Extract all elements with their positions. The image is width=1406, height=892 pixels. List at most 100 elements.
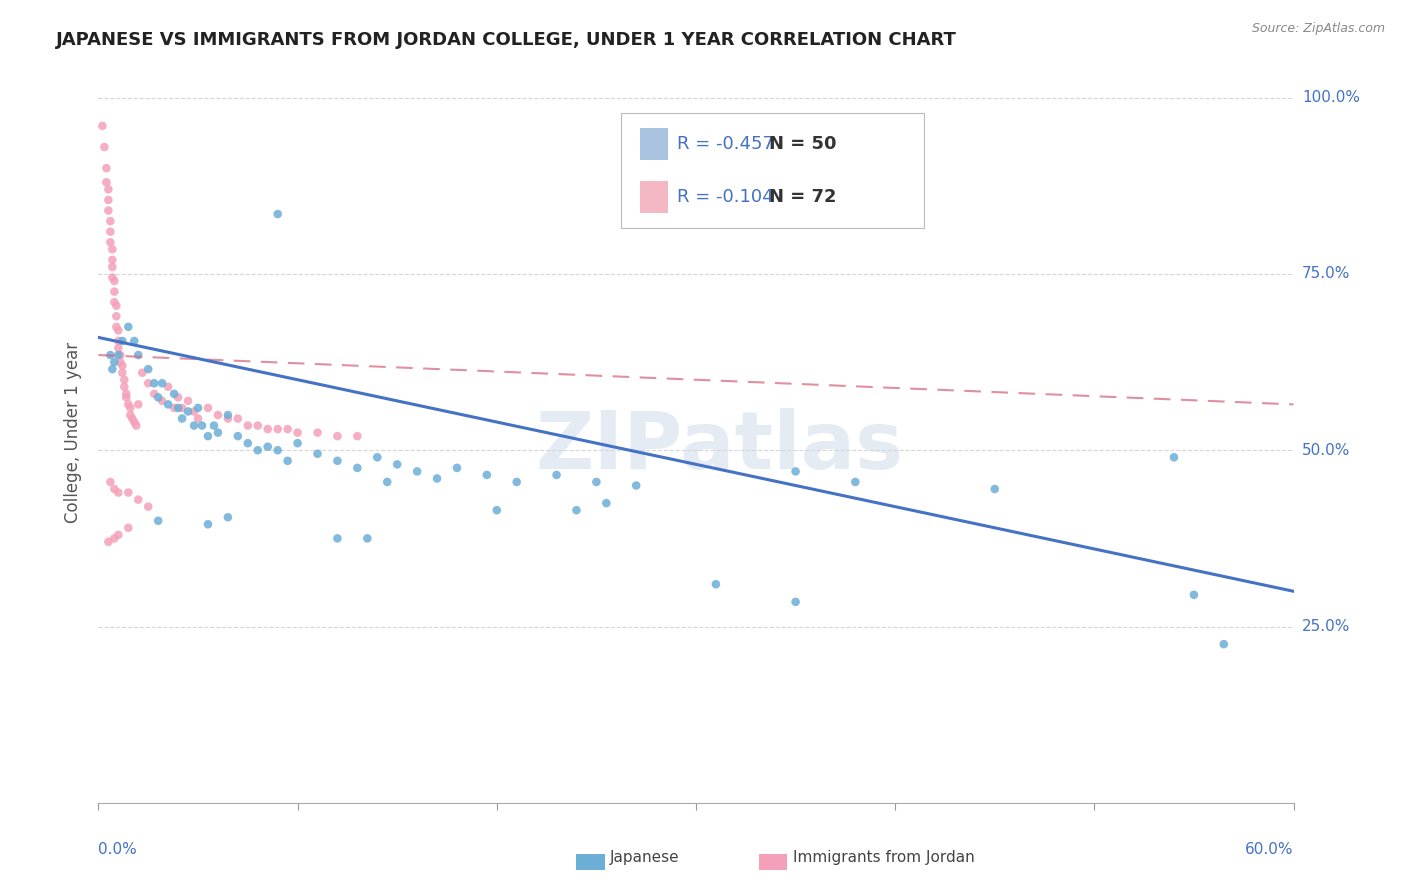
Point	[585, 475, 607, 489]
Point	[226, 429, 249, 443]
Point	[112, 373, 135, 387]
Point	[91, 119, 114, 133]
Point	[117, 521, 139, 535]
Point	[117, 397, 139, 411]
Point	[101, 242, 124, 256]
Point	[120, 401, 142, 415]
Point	[101, 362, 124, 376]
Text: N = 72: N = 72	[769, 188, 837, 206]
Point	[1182, 588, 1205, 602]
Point	[117, 485, 139, 500]
Point	[110, 348, 132, 362]
Point	[107, 341, 129, 355]
Point	[96, 175, 118, 189]
Point	[97, 182, 120, 196]
Point	[267, 443, 290, 458]
Point	[101, 252, 124, 267]
Point	[136, 376, 159, 391]
Point	[287, 436, 309, 450]
Point	[207, 408, 229, 422]
Point	[97, 535, 120, 549]
Point	[117, 319, 139, 334]
Point	[97, 193, 120, 207]
Point	[115, 390, 138, 404]
Point	[98, 235, 122, 250]
Text: 25.0%: 25.0%	[1302, 619, 1350, 634]
Point	[366, 450, 388, 465]
Point	[217, 408, 239, 422]
Point	[226, 411, 249, 425]
Point	[785, 464, 807, 478]
Point	[120, 408, 142, 422]
Point	[111, 334, 134, 348]
Point	[105, 319, 128, 334]
Point	[217, 510, 239, 524]
Text: Immigrants from Jordan: Immigrants from Jordan	[793, 850, 974, 864]
Point	[844, 475, 866, 489]
Point	[236, 436, 259, 450]
Point	[446, 461, 468, 475]
Point	[98, 225, 122, 239]
Point	[267, 422, 290, 436]
Point	[565, 503, 588, 517]
Point	[475, 467, 498, 482]
Point	[111, 359, 134, 373]
Point	[346, 429, 368, 443]
Point	[626, 478, 648, 492]
Point	[115, 387, 138, 401]
Point	[277, 422, 299, 436]
Point	[105, 299, 128, 313]
Text: Source: ZipAtlas.com: Source: ZipAtlas.com	[1251, 22, 1385, 36]
Point	[326, 532, 349, 546]
Point	[163, 401, 186, 415]
Point	[127, 492, 149, 507]
Point	[103, 285, 125, 299]
Point	[187, 411, 209, 425]
Point	[307, 447, 329, 461]
Point	[785, 595, 807, 609]
Point	[356, 532, 378, 546]
Point	[191, 418, 214, 433]
Point	[97, 203, 120, 218]
Y-axis label: College, Under 1 year: College, Under 1 year	[65, 342, 83, 524]
Point	[236, 418, 259, 433]
Point	[163, 387, 186, 401]
Point	[1163, 450, 1185, 465]
Point	[406, 464, 429, 478]
Point	[167, 401, 190, 415]
Point	[246, 418, 269, 433]
Point	[93, 140, 115, 154]
Point	[105, 310, 128, 324]
Point	[110, 355, 132, 369]
Point	[124, 334, 146, 348]
Point	[197, 429, 219, 443]
Point	[150, 376, 173, 391]
Point	[187, 401, 209, 415]
Point	[256, 422, 278, 436]
Point	[256, 440, 278, 454]
Point	[326, 429, 349, 443]
Point	[101, 270, 124, 285]
Text: JAPANESE VS IMMIGRANTS FROM JORDAN COLLEGE, UNDER 1 YEAR CORRELATION CHART: JAPANESE VS IMMIGRANTS FROM JORDAN COLLE…	[56, 31, 957, 49]
Point	[111, 366, 134, 380]
Point	[704, 577, 727, 591]
Point	[287, 425, 309, 440]
Point	[157, 380, 180, 394]
Point	[107, 323, 129, 337]
Point	[183, 404, 205, 418]
Point	[207, 425, 229, 440]
Text: Japanese: Japanese	[610, 850, 681, 864]
Point	[98, 214, 122, 228]
Point	[506, 475, 529, 489]
Point	[127, 397, 149, 411]
Point	[177, 404, 200, 418]
Point	[375, 475, 398, 489]
Point	[307, 425, 329, 440]
Point	[112, 380, 135, 394]
Point	[136, 362, 159, 376]
Point	[136, 500, 159, 514]
Point	[197, 401, 219, 415]
Text: ZIPatlas: ZIPatlas	[536, 409, 904, 486]
Point	[202, 418, 225, 433]
Point	[148, 390, 170, 404]
